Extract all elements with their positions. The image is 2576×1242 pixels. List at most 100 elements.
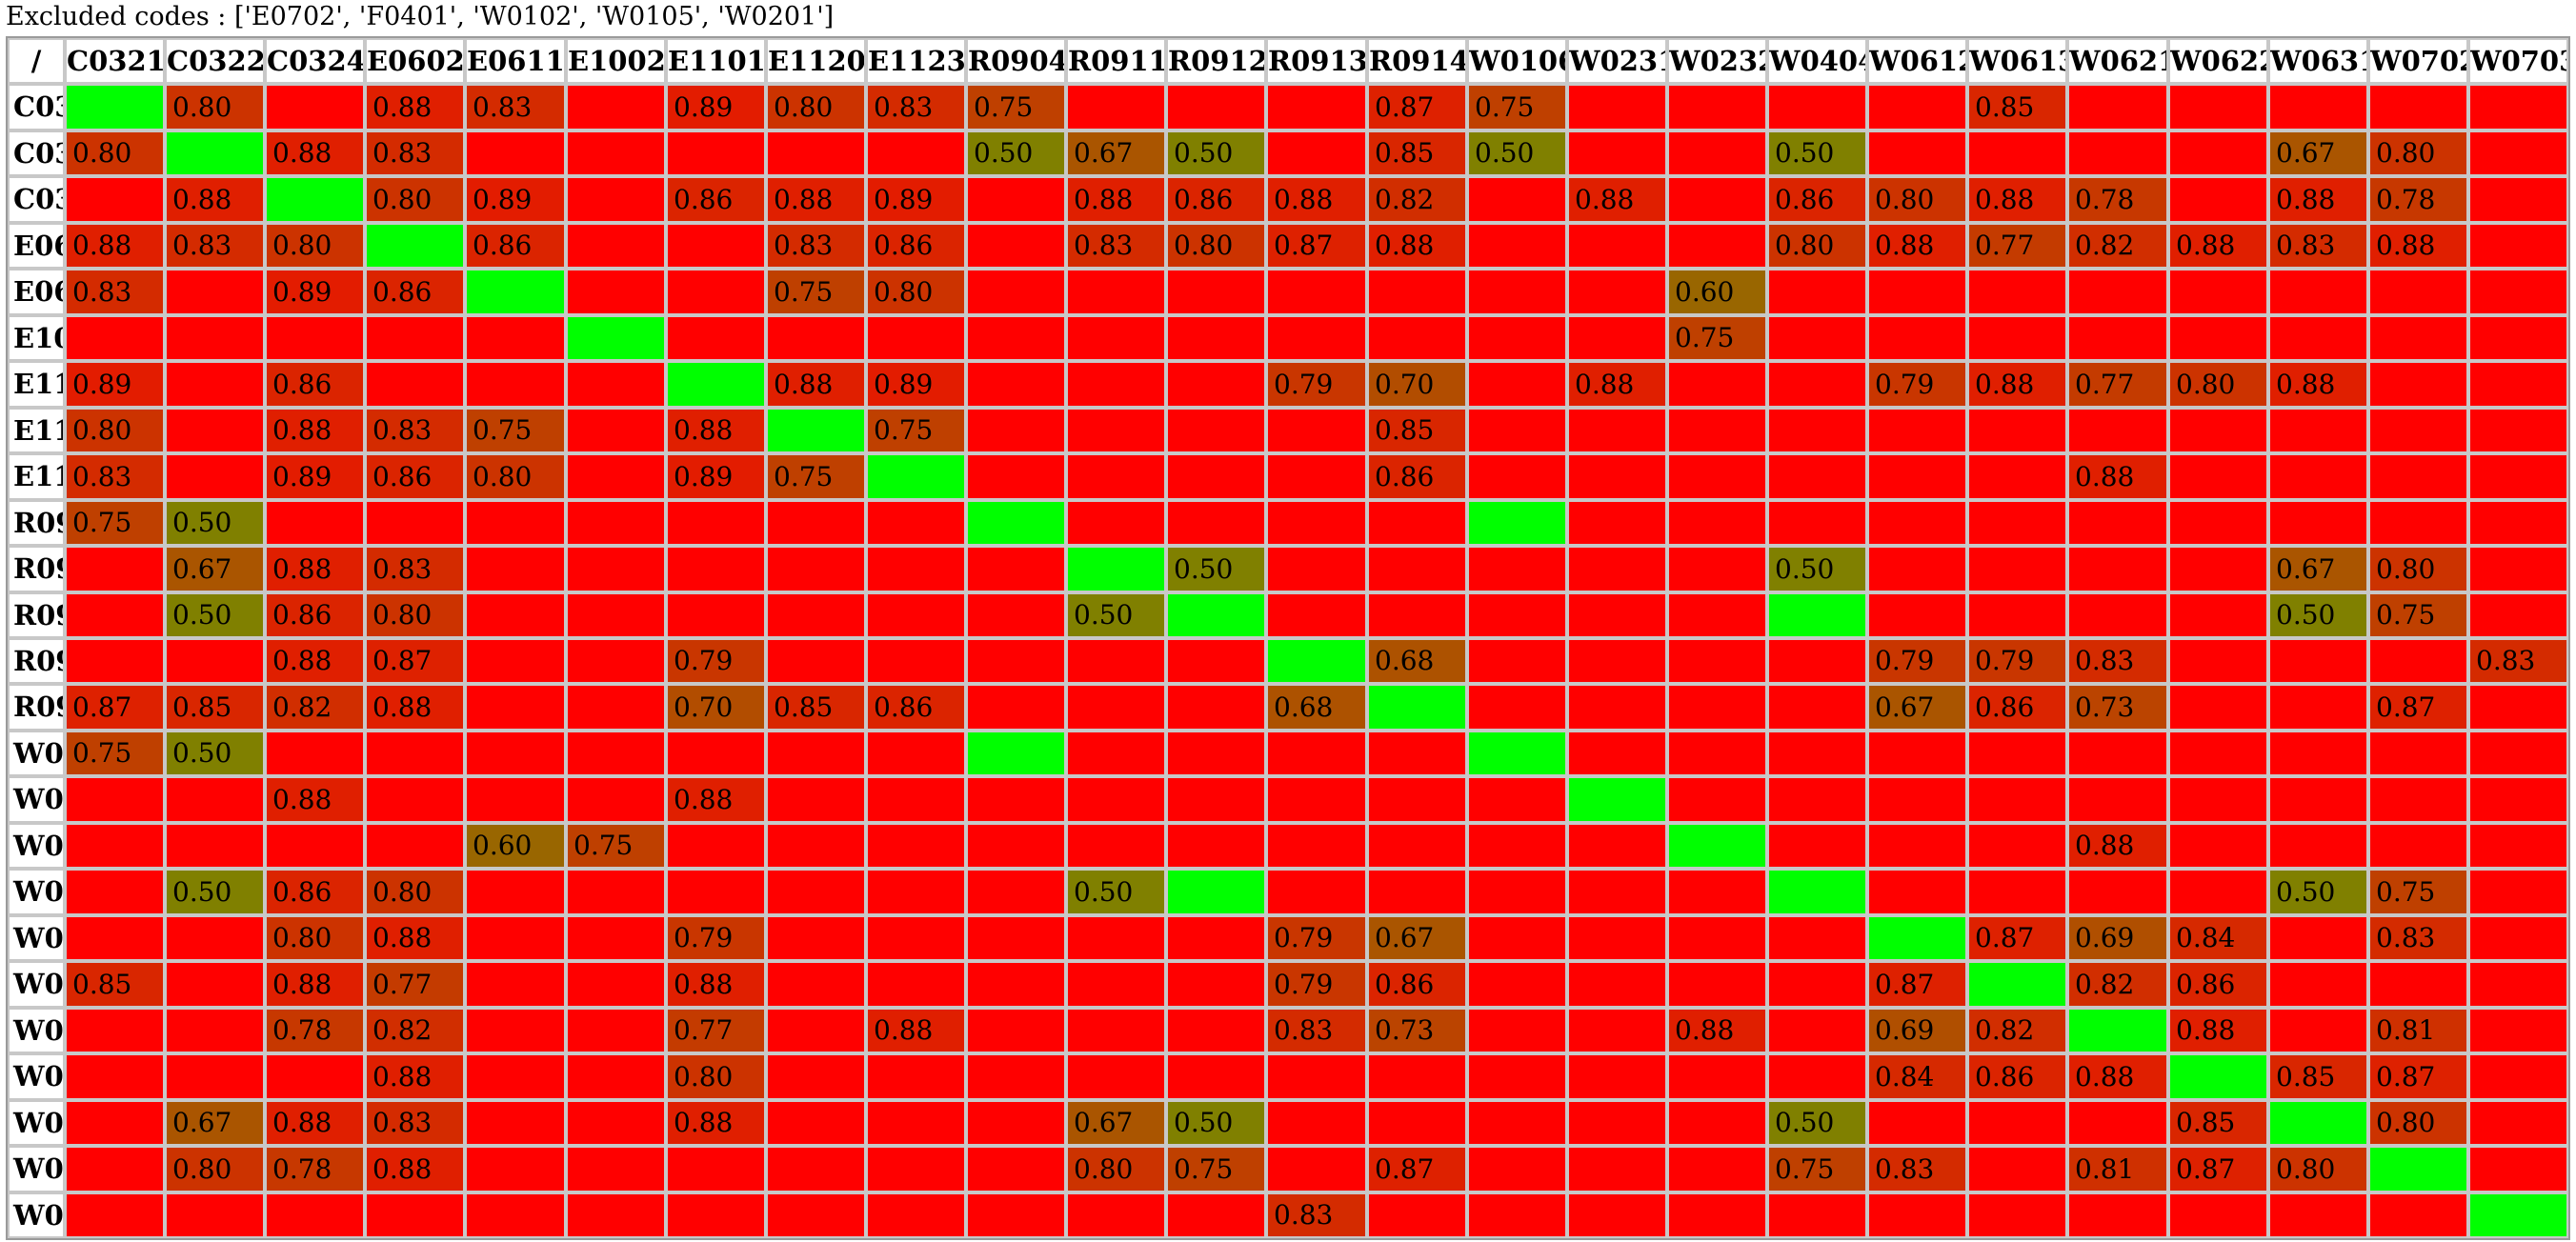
matrix-cell [1967,453,2067,500]
matrix-cell [2468,823,2568,869]
matrix-cell [966,176,1066,223]
matrix-cell [1767,638,1867,684]
matrix-cell [1567,1100,1667,1146]
matrix-cell [465,961,566,1008]
matrix-cell [1867,269,1967,315]
matrix-cell [465,731,566,776]
matrix-cell [1867,1100,1967,1146]
matrix-cell [65,1100,165,1146]
matrix-cell [1266,408,1367,453]
matrix-cell [1467,638,1567,684]
matrix-cell: 0.80 [265,223,365,269]
matrix-cell: 0.83 [1066,223,1166,269]
matrix-cell: 0.88 [1867,223,1967,269]
matrix-cell [1066,638,1166,684]
matrix-cell [2168,638,2268,684]
matrix-cell [1467,223,1567,269]
matrix-cell [2368,823,2468,869]
matrix-cell [866,961,966,1008]
matrix-cell [165,1053,265,1100]
matrix-cell [165,823,265,869]
matrix-cell [1867,500,1967,546]
column-header: E1120 [766,38,866,84]
matrix-cell [2067,546,2168,592]
matrix-cell [1467,361,1567,408]
matrix-cell: 0.87 [2368,1053,2468,1100]
matrix-cell [1567,269,1667,315]
matrix-cell: 0.86 [1767,176,1867,223]
matrix-cell: 0.89 [666,84,766,130]
matrix-cell [1967,823,2067,869]
matrix-cell: 0.83 [365,408,465,453]
matrix-cell [1667,176,1767,223]
matrix-cell [65,869,165,915]
matrix-cell [1967,1100,2067,1146]
matrix-cell [1066,1008,1166,1053]
matrix-cell: 0.86 [1967,684,2067,731]
matrix-cell [1767,315,1867,361]
matrix-cell [866,130,966,176]
matrix-cell [1066,1053,1166,1100]
matrix-cell [766,776,866,823]
matrix-cell: 0.70 [1367,361,1467,408]
matrix-cell [1166,823,1266,869]
matrix-cell [1867,592,1967,638]
matrix-cell [866,1053,966,1100]
matrix-cell: 0.83 [866,84,966,130]
matrix-cell [866,500,966,546]
matrix-cell [2268,408,2368,453]
matrix-cell [1867,408,1967,453]
matrix-cell [2468,1192,2568,1238]
matrix-cell: 0.50 [2268,869,2368,915]
matrix-cell [265,731,365,776]
matrix-cell: 0.88 [65,223,165,269]
matrix-cell [2168,869,2268,915]
matrix-cell [1567,546,1667,592]
matrix-cell [1467,915,1567,961]
matrix-cell: 0.89 [866,176,966,223]
matrix-cell: 0.85 [1367,130,1467,176]
matrix-cell: 0.88 [2067,1053,2168,1100]
matrix-cell [1467,869,1567,915]
matrix-cell [2268,84,2368,130]
matrix-cell [1166,1192,1266,1238]
matrix-cell [365,776,465,823]
matrix-cell [1767,915,1867,961]
matrix-cell [1367,684,1467,731]
matrix-cell [1567,1146,1667,1192]
matrix-cell [2067,1008,2168,1053]
matrix-cell: 0.67 [1066,1100,1166,1146]
matrix-cell [1467,1008,1567,1053]
matrix-cell [165,269,265,315]
matrix-cell: 0.85 [65,961,165,1008]
row-header: C0324 [8,176,65,223]
matrix-cell [2168,176,2268,223]
matrix-cell [465,869,566,915]
matrix-cell: 0.83 [65,453,165,500]
matrix-cell [966,1008,1066,1053]
matrix-cell [1266,269,1367,315]
matrix-cell [866,869,966,915]
matrix-cell: 0.88 [265,546,365,592]
matrix-cell [1266,1100,1367,1146]
matrix-cell [766,869,866,915]
matrix-cell [1667,869,1767,915]
column-header: W0232 [1667,38,1767,84]
matrix-cell: 0.84 [2168,915,2268,961]
matrix-cell [966,638,1066,684]
matrix-cell [1567,731,1667,776]
matrix-cell [966,315,1066,361]
matrix-cell [1867,315,1967,361]
matrix-cell [1967,315,2067,361]
matrix-cell: 0.50 [1166,1100,1266,1146]
matrix-cell [1467,1146,1567,1192]
matrix-cell: 0.67 [1867,684,1967,731]
matrix-cell [966,869,1066,915]
matrix-cell [2268,823,2368,869]
matrix-cell [966,915,1066,961]
matrix-cell [566,453,666,500]
matrix-cell [165,315,265,361]
matrix-cell: 0.50 [1767,1100,1867,1146]
matrix-cell [65,315,165,361]
matrix-cell: 0.75 [2368,869,2468,915]
